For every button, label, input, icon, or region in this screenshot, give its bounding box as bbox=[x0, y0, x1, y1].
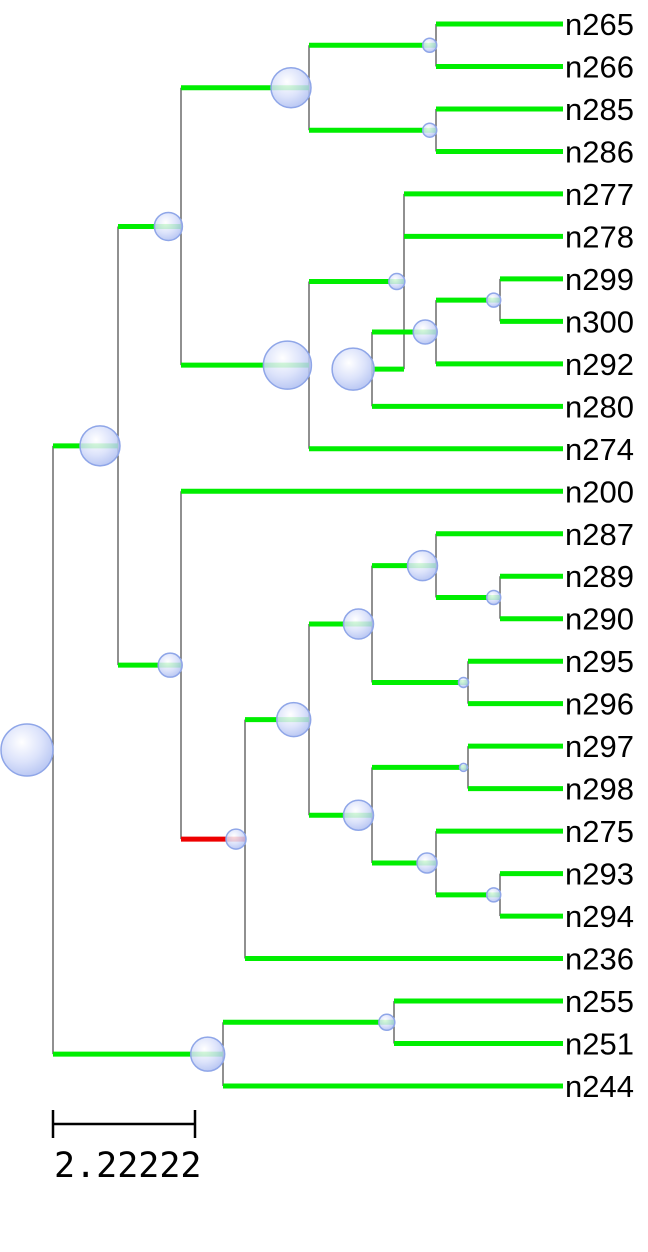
leaf-label: n275 bbox=[565, 814, 634, 849]
node-marker-D bbox=[421, 37, 438, 53]
node-marker-U bbox=[416, 852, 438, 874]
leaf-label: n280 bbox=[565, 389, 634, 424]
node-marker-X bbox=[378, 1013, 396, 1032]
node-marker-P bbox=[406, 549, 439, 582]
node-marker-H bbox=[331, 347, 375, 391]
node-marker-G bbox=[388, 272, 406, 291]
leaf-label: n285 bbox=[565, 92, 634, 127]
leaf-label: n278 bbox=[565, 219, 634, 254]
leaf-label: n266 bbox=[565, 49, 634, 84]
scale-bar: 2.22222 bbox=[51, 1110, 202, 1186]
leaf-label: n290 bbox=[565, 602, 634, 637]
leaf-labels: n265 n266 n285 n286 n277 n278 n299 n300 n292 n280… bbox=[565, 7, 634, 1104]
leaf-label: n296 bbox=[565, 687, 634, 722]
leaf-label: n299 bbox=[565, 262, 634, 297]
leaf-label: n294 bbox=[565, 899, 634, 934]
node-marker-M bbox=[225, 828, 247, 850]
leaf-label: n274 bbox=[565, 432, 634, 467]
node-marker-S bbox=[342, 799, 375, 831]
leaf-label: n295 bbox=[565, 644, 634, 679]
node-marker-Q bbox=[485, 589, 502, 606]
node-marker-R bbox=[457, 676, 470, 689]
leaf-label: n289 bbox=[565, 559, 634, 594]
leaf-label: n300 bbox=[565, 304, 634, 339]
leaf-label: n244 bbox=[565, 1069, 634, 1104]
node-marker-W bbox=[189, 1036, 226, 1072]
node-marker-V bbox=[485, 887, 502, 903]
leaf-label: n277 bbox=[565, 177, 634, 212]
leaf-label: n236 bbox=[565, 942, 634, 977]
leaf-label: n265 bbox=[565, 7, 634, 42]
leaf-label: n293 bbox=[565, 857, 634, 892]
node-marker-K bbox=[157, 652, 183, 678]
node-marker-I bbox=[412, 319, 438, 345]
leaf-label: n297 bbox=[565, 729, 634, 764]
node-marker-N bbox=[275, 701, 312, 738]
node-markers bbox=[0, 37, 502, 1072]
node-marker-A bbox=[79, 425, 121, 467]
leaf-label: n200 bbox=[565, 474, 634, 509]
node-marker-J bbox=[485, 292, 502, 308]
leaf-label: n287 bbox=[565, 517, 634, 552]
leaf-label: n298 bbox=[565, 772, 634, 807]
leaf-label: n286 bbox=[565, 134, 634, 169]
leaf-label: n292 bbox=[565, 347, 634, 382]
node-marker-B bbox=[153, 211, 184, 242]
node-marker-C bbox=[270, 66, 312, 109]
leaf-label: n251 bbox=[565, 1027, 634, 1062]
node-marker-root bbox=[0, 723, 54, 777]
node-marker-F bbox=[262, 340, 313, 390]
node-marker-T bbox=[458, 762, 469, 773]
node-marker-O bbox=[342, 608, 375, 640]
branch-lines bbox=[53, 21, 563, 1089]
node-marker-E bbox=[421, 122, 438, 138]
scale-bar-label: 2.22222 bbox=[54, 1146, 202, 1186]
leaf-label: n255 bbox=[565, 984, 634, 1019]
